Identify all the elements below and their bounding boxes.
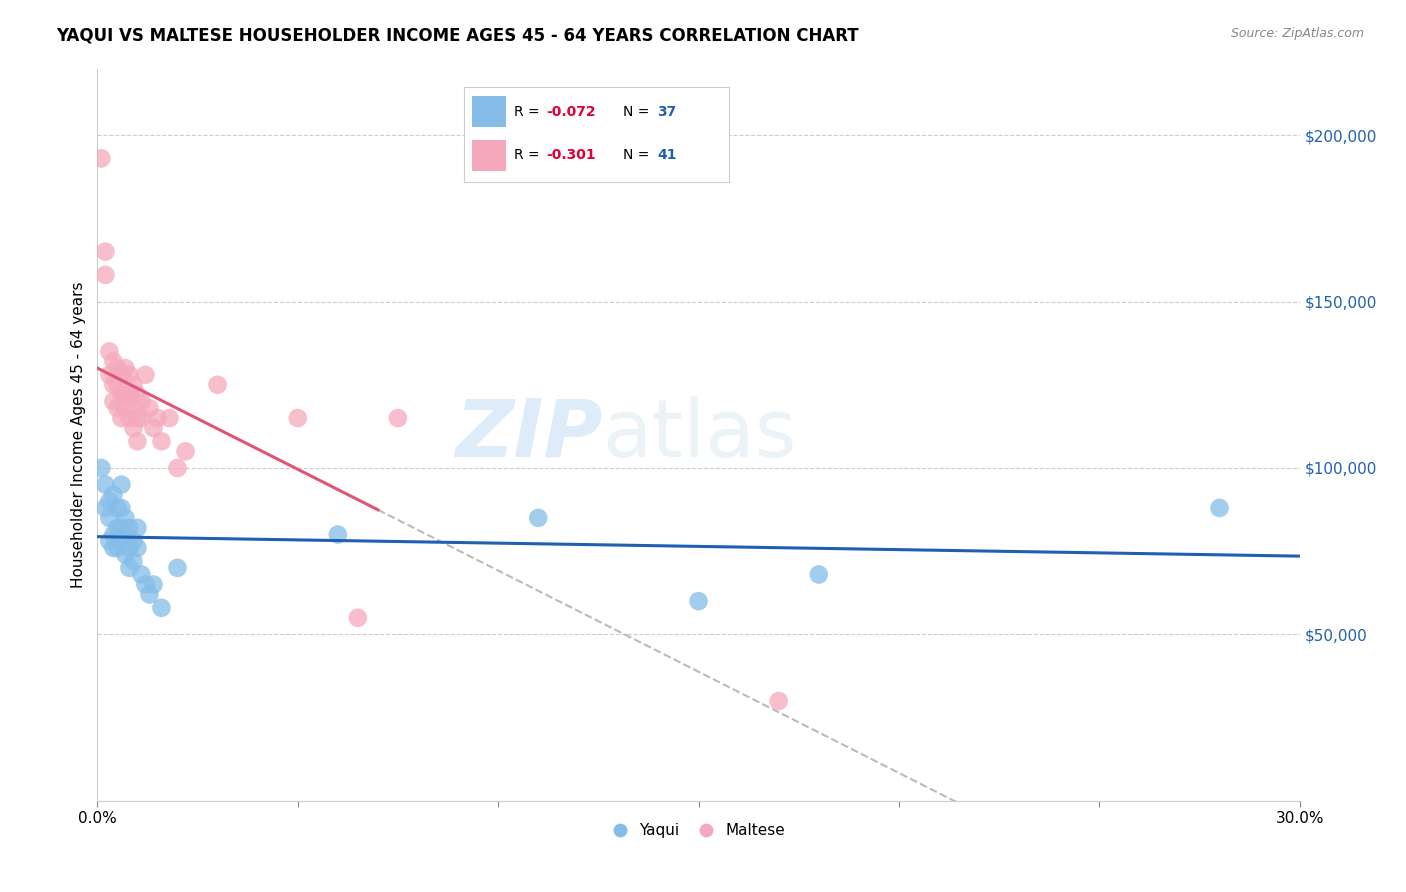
Point [105, 377, 128, 392]
Point [142, 421, 165, 435]
Point [103, 354, 125, 368]
Point [118, 368, 141, 382]
Point [103, 377, 125, 392]
Point [105, 361, 128, 376]
Point [105, 500, 128, 515]
Point [174, 444, 197, 458]
Point [90, 152, 112, 166]
Point [98, 511, 121, 525]
Point [146, 411, 169, 425]
Point [122, 377, 145, 392]
Point [103, 541, 125, 555]
Point [287, 411, 309, 425]
Point [166, 561, 188, 575]
Point [114, 527, 136, 541]
Point [90, 461, 112, 475]
Point [118, 561, 141, 575]
Point [98, 494, 121, 508]
Point [103, 394, 125, 409]
Point [110, 500, 132, 515]
Point [807, 567, 830, 582]
Point [138, 587, 160, 601]
Text: ZIP: ZIP [456, 396, 602, 474]
Point [127, 388, 149, 402]
Point [347, 611, 370, 625]
Point [98, 368, 121, 382]
Text: atlas: atlas [602, 396, 797, 474]
Point [1208, 500, 1230, 515]
Point [150, 600, 173, 615]
Point [105, 401, 128, 415]
Point [134, 577, 156, 591]
Point [134, 368, 156, 382]
Point [114, 548, 136, 562]
Point [103, 527, 125, 541]
Text: YAQUI VS MALTESE HOUSEHOLDER INCOME AGES 45 - 64 YEARS CORRELATION CHART: YAQUI VS MALTESE HOUSEHOLDER INCOME AGES… [56, 27, 859, 45]
Point [105, 521, 128, 535]
Point [94, 244, 117, 259]
Point [122, 554, 145, 568]
Point [207, 377, 229, 392]
Point [127, 434, 149, 449]
Point [150, 434, 173, 449]
Point [94, 477, 117, 491]
Point [138, 401, 160, 415]
Point [114, 388, 136, 402]
Point [131, 394, 153, 409]
Point [118, 521, 141, 535]
Point [110, 534, 132, 549]
Point [110, 368, 132, 382]
Point [527, 511, 550, 525]
Point [98, 344, 121, 359]
Point [110, 388, 132, 402]
Point [131, 567, 153, 582]
Point [94, 268, 117, 282]
Point [387, 411, 409, 425]
Point [326, 527, 349, 541]
Point [122, 534, 145, 549]
Legend: Yaqui, Maltese: Yaqui, Maltese [606, 817, 792, 845]
Point [142, 577, 165, 591]
Point [105, 541, 128, 555]
Point [122, 421, 145, 435]
Point [159, 411, 181, 425]
Point [114, 361, 136, 376]
Point [110, 521, 132, 535]
Point [114, 401, 136, 415]
Point [94, 500, 117, 515]
Point [118, 388, 141, 402]
Point [688, 594, 710, 608]
Point [127, 521, 149, 535]
Y-axis label: Householder Income Ages 45 - 64 years: Householder Income Ages 45 - 64 years [72, 282, 86, 588]
Text: Source: ZipAtlas.com: Source: ZipAtlas.com [1230, 27, 1364, 40]
Point [166, 461, 188, 475]
Point [110, 477, 132, 491]
Point [114, 511, 136, 525]
Point [118, 411, 141, 425]
Point [98, 534, 121, 549]
Point [118, 541, 141, 555]
Point [131, 411, 153, 425]
Point [103, 488, 125, 502]
Point [110, 411, 132, 425]
Point [768, 694, 790, 708]
Point [127, 411, 149, 425]
Point [122, 401, 145, 415]
Point [127, 541, 149, 555]
